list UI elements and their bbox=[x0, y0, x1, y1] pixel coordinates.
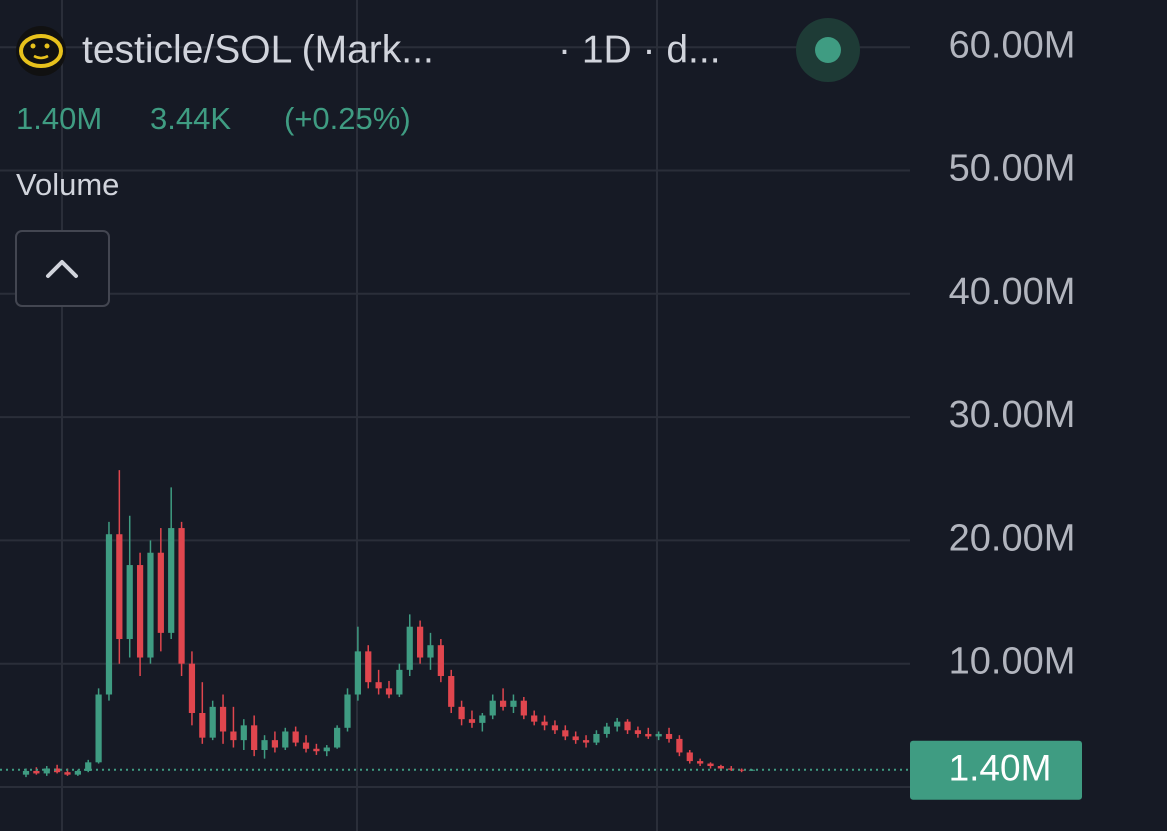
candle-body bbox=[209, 706, 216, 738]
candle-body bbox=[562, 730, 569, 737]
interval[interactable]: · 1D · d... bbox=[558, 28, 721, 71]
candle-body bbox=[603, 726, 610, 734]
candle-body bbox=[54, 768, 61, 773]
candle-body bbox=[188, 663, 196, 714]
icon-face bbox=[19, 34, 63, 68]
candle-body bbox=[665, 733, 673, 739]
candle-body bbox=[541, 721, 548, 726]
candle-body bbox=[64, 772, 71, 775]
candle-body bbox=[219, 706, 227, 732]
candle-body bbox=[582, 740, 590, 743]
indicator-name[interactable]: Volume bbox=[16, 167, 119, 202]
candle-body bbox=[334, 727, 341, 748]
candle-body bbox=[551, 725, 559, 731]
icon-bg bbox=[16, 26, 66, 76]
candle-body bbox=[365, 651, 372, 683]
candle-body bbox=[292, 731, 299, 743]
candle-body bbox=[645, 733, 652, 737]
icon-eye bbox=[30, 43, 36, 49]
candle-body bbox=[479, 715, 486, 723]
plot bbox=[0, 46, 910, 788]
candle-body bbox=[375, 682, 382, 689]
candle-body bbox=[624, 721, 631, 731]
candle-body bbox=[676, 738, 683, 753]
candle-body bbox=[240, 725, 247, 741]
symbol-title[interactable]: testicle/SOL (Mark... bbox=[82, 28, 434, 71]
candle-body bbox=[655, 733, 662, 737]
y-tick-label: 30.00M bbox=[949, 394, 1076, 436]
icon-mouth bbox=[33, 54, 49, 60]
candle-body bbox=[634, 730, 642, 734]
collapse-button[interactable] bbox=[15, 230, 110, 307]
candle-body bbox=[499, 700, 507, 707]
candle-body bbox=[707, 763, 714, 767]
candle-body bbox=[74, 770, 81, 775]
change-pct: (+0.25%) bbox=[284, 101, 411, 136]
y-tick-label: 20.00M bbox=[949, 517, 1076, 559]
y-tick-label: 50.00M bbox=[949, 148, 1076, 190]
candle-body bbox=[271, 740, 279, 748]
candle-body bbox=[728, 768, 735, 770]
candle-body bbox=[95, 694, 102, 763]
last-price-box bbox=[910, 740, 1082, 800]
last-price-label: 1.40M bbox=[949, 748, 1052, 789]
candle-body bbox=[686, 752, 693, 762]
candle-body bbox=[593, 733, 600, 743]
candle-body bbox=[738, 769, 745, 771]
candle-body bbox=[136, 565, 144, 658]
candle-body bbox=[531, 715, 538, 722]
candle-body bbox=[396, 669, 403, 695]
symbol-icon bbox=[16, 26, 66, 76]
candle-body bbox=[489, 700, 496, 716]
y-tick-label: 10.00M bbox=[949, 641, 1076, 683]
candle-body bbox=[406, 626, 413, 670]
candle-body bbox=[126, 565, 133, 640]
candle-body bbox=[510, 700, 517, 707]
chevron-up bbox=[46, 260, 78, 278]
candle-body bbox=[33, 770, 40, 774]
candle-body bbox=[697, 761, 704, 764]
candle-body bbox=[282, 731, 289, 748]
candle-body bbox=[105, 534, 113, 695]
candle-body bbox=[458, 706, 465, 720]
candle-body bbox=[199, 713, 206, 738]
y-axis: 0.0010.00M20.00M30.00M40.00M50.00M60.00M… bbox=[910, 24, 1082, 806]
candle-body bbox=[168, 528, 175, 633]
candle-body bbox=[448, 676, 455, 707]
y-tick-label: 40.00M bbox=[949, 271, 1076, 313]
candle-body bbox=[313, 748, 320, 752]
candle-body bbox=[230, 731, 237, 741]
candle-body bbox=[717, 766, 724, 769]
candle-body bbox=[468, 719, 476, 723]
candle-body bbox=[261, 740, 268, 750]
candle-body bbox=[157, 552, 164, 633]
candle-body bbox=[437, 645, 444, 677]
candle-body bbox=[251, 725, 258, 750]
icon-eye bbox=[44, 43, 50, 49]
change: 3.44K bbox=[150, 101, 231, 136]
candle-body bbox=[302, 742, 310, 749]
candle-body bbox=[385, 688, 393, 695]
candle-body bbox=[43, 768, 50, 774]
candle-body bbox=[572, 736, 579, 741]
candle-body bbox=[520, 700, 527, 716]
y-tick-label: 60.00M bbox=[949, 24, 1076, 66]
candle-body bbox=[85, 762, 92, 771]
candle-body bbox=[22, 770, 30, 775]
candle-body bbox=[354, 651, 361, 695]
candle-body bbox=[344, 694, 351, 728]
status-dot bbox=[815, 37, 841, 63]
candle-body bbox=[417, 626, 424, 658]
candle-body bbox=[323, 747, 330, 752]
candle-body bbox=[178, 528, 185, 664]
candle-body bbox=[614, 721, 621, 727]
candle-body bbox=[116, 534, 123, 640]
candle-body bbox=[427, 645, 434, 658]
candle-body bbox=[147, 552, 154, 658]
last-value: 1.40M bbox=[16, 101, 102, 136]
